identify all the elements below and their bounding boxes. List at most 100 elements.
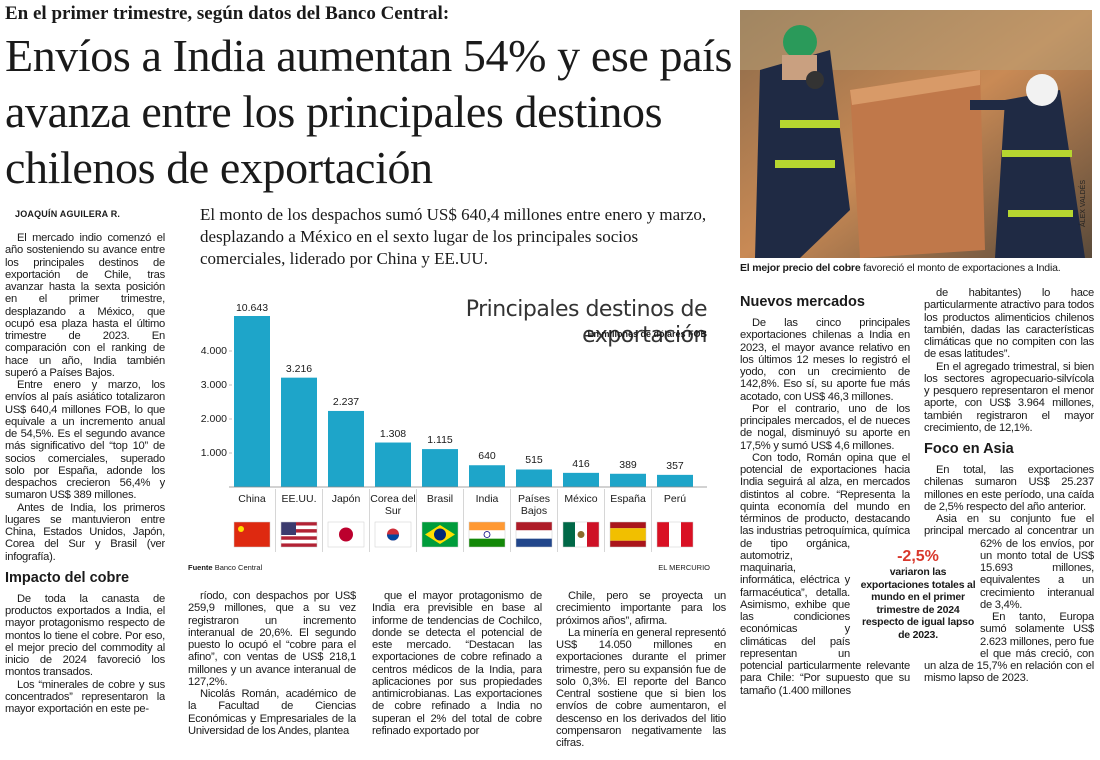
y-tick-label: 4.000 xyxy=(200,345,227,357)
flag-border xyxy=(327,521,365,548)
paragraph: En el agregado trimestral, si bien los s… xyxy=(924,360,1094,434)
publisher: EL MERCURIO xyxy=(658,563,710,572)
flag xyxy=(469,538,505,547)
paragraph: Los “minerales de cobre y sus concentrad… xyxy=(5,678,165,716)
flag-border xyxy=(280,521,318,548)
x-tick-label: Países Bajos xyxy=(517,493,551,517)
flag xyxy=(610,534,646,541)
value-label: 1.115 xyxy=(427,434,453,447)
flag xyxy=(587,522,599,547)
photo-caption: El mejor precio del cobre favoreció el m… xyxy=(740,262,1100,275)
article-column: de habitantes) lo hace particularmente a… xyxy=(924,287,1094,756)
flag-border xyxy=(233,521,271,548)
flag xyxy=(281,536,317,540)
bar xyxy=(516,469,552,487)
flag xyxy=(281,525,317,530)
deck: El monto de los despachos sumó US$ 640,4… xyxy=(200,205,707,268)
callout-figure: -2,5% xyxy=(897,548,939,565)
flag xyxy=(387,534,399,541)
flag xyxy=(281,522,317,526)
flag xyxy=(281,522,296,535)
flag xyxy=(610,528,646,535)
flag xyxy=(469,522,505,531)
x-tick-label: China xyxy=(238,493,266,505)
article-column: ríodo, con despachos por US$ 259,9 millo… xyxy=(188,590,356,756)
paragraph: En tanto, Europa sumó solamente US$ 2.62… xyxy=(924,611,1094,685)
flag xyxy=(238,526,244,532)
x-tick-label: Japón xyxy=(331,493,361,505)
article-column: Nuevos mercados De las cinco principales … xyxy=(740,287,910,756)
flag xyxy=(234,522,270,547)
paragraph: Nicolás Román, académico de la Facultad … xyxy=(188,688,356,737)
flag xyxy=(577,531,585,538)
x-tick-label: México xyxy=(564,493,598,505)
value-label: 2.237 xyxy=(332,395,360,408)
flag-border xyxy=(609,521,647,548)
value-label: 515 xyxy=(525,454,543,467)
bar xyxy=(563,472,599,487)
paragraph: de habitantes) lo hace particularmente a… xyxy=(924,287,1094,361)
paragraph: De toda la canasta de productos exportad… xyxy=(5,592,165,679)
flag xyxy=(434,528,446,541)
paragraph: ríodo, con despachos por US$ 259,9 millo… xyxy=(188,590,356,688)
paragraph: El mercado indio comenzó el año sostenie… xyxy=(5,232,165,379)
x-tick-label: Brasil xyxy=(426,493,454,505)
flag xyxy=(516,530,552,539)
value-label: 10.643 xyxy=(235,302,269,314)
flag xyxy=(281,529,317,533)
paragraph: Por el contrario, uno de los principales… xyxy=(740,402,910,452)
y-tick-label: 2.000 xyxy=(200,413,227,425)
flag xyxy=(610,522,646,529)
flag xyxy=(339,527,353,542)
caption-text: favoreció el monto de exportaciones a In… xyxy=(863,262,1061,274)
flag xyxy=(669,522,681,547)
bar xyxy=(657,474,693,487)
photo xyxy=(740,10,1092,258)
bar xyxy=(422,449,458,487)
photo-credit: ÁLEX VALDÉS xyxy=(1080,180,1087,227)
chart: Principales destinos de exportación En m… xyxy=(185,290,713,576)
paragraph: En total, las exportaciones chilenas sum… xyxy=(924,464,1094,513)
flag-border xyxy=(421,521,459,548)
x-tick-label: Corea del Sur xyxy=(370,493,416,517)
flag-border xyxy=(656,521,694,548)
chart-source: Fuente Banco Central xyxy=(188,563,262,572)
chart-canvas xyxy=(229,316,707,552)
article-column: El mercado indio comenzó el año sostenie… xyxy=(5,232,165,756)
flag-border xyxy=(562,521,600,548)
paragraph: La minería en general representó US$ 14.… xyxy=(556,626,726,749)
flag xyxy=(681,522,693,547)
flag-border xyxy=(468,521,506,548)
article-column: que el mayor protagonismo de India era p… xyxy=(372,590,542,756)
bar xyxy=(610,473,646,487)
kicker: En el primer trimestre, según datos del … xyxy=(5,3,450,24)
subheading: Nuevos mercados xyxy=(740,294,865,310)
subheading: Foco en Asia xyxy=(924,441,1014,457)
chart-title: Principales destinos de exportación xyxy=(465,297,708,348)
paragraph: que el mayor protagonismo de India era p… xyxy=(372,590,542,737)
bar xyxy=(281,377,317,487)
plot-area xyxy=(234,316,693,487)
paragraph: Chile, pero se proyecta un crecimiento i… xyxy=(556,590,726,627)
flag xyxy=(281,532,317,537)
x-tick-label: Perú xyxy=(663,493,687,505)
article-column: Chile, pero se proyecta un crecimiento i… xyxy=(556,590,726,756)
bar xyxy=(234,316,270,487)
bar xyxy=(375,442,411,487)
value-label: 1.308 xyxy=(379,427,407,440)
paragraph: Entre enero y marzo, los envíos al país … xyxy=(5,379,165,502)
flag xyxy=(657,522,669,547)
paragraph: Con todo, Román opina que el potencial d… xyxy=(740,451,910,697)
callout-text: variaron las exportaciones totales al mu… xyxy=(860,566,976,641)
subheading: Impacto del cobre xyxy=(5,569,130,586)
value-label: 416 xyxy=(572,457,590,470)
flag xyxy=(516,538,552,547)
callout: -2,5% variaron las exportaciones totales… xyxy=(858,548,978,641)
chart-subtitle: En millones de dólares FOB xyxy=(587,329,707,339)
x-tick-label: España xyxy=(610,493,646,505)
paragraph: Antes de India, los primeros lugares se … xyxy=(5,501,165,563)
value-label: 389 xyxy=(619,458,637,471)
flag xyxy=(469,530,505,539)
paragraph: Asia en su conjunto fue el principal mer… xyxy=(924,513,1094,611)
x-tick-label: EE.UU. xyxy=(281,493,317,505)
